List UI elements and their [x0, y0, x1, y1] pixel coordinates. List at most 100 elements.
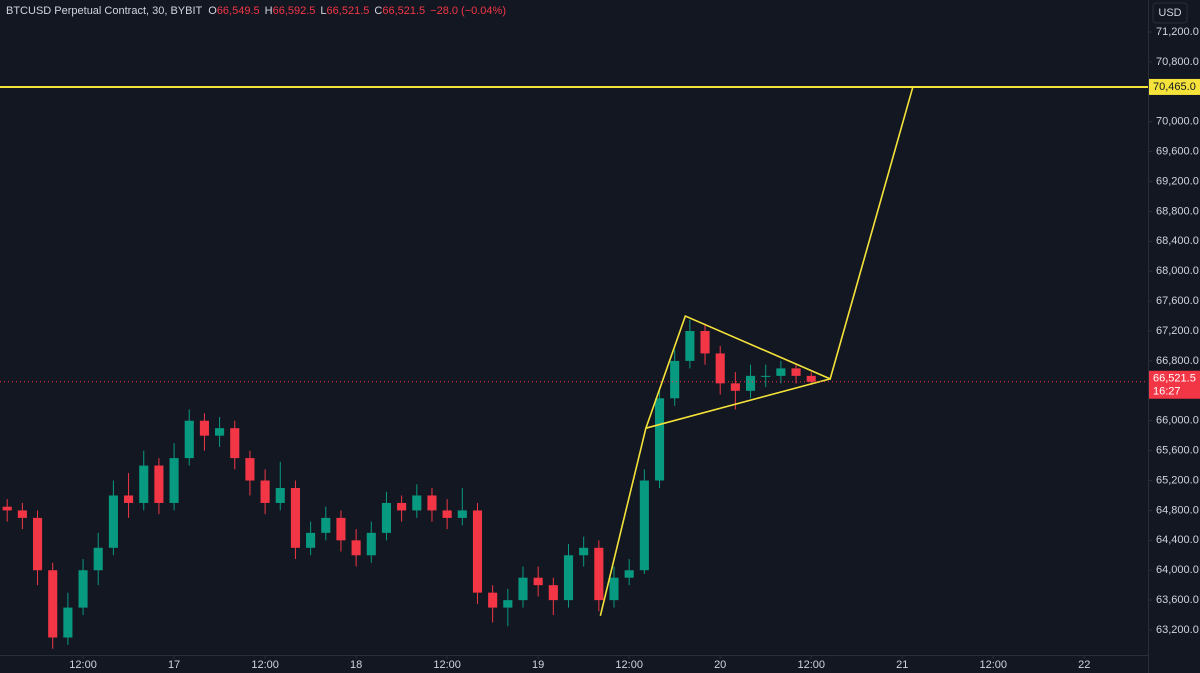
- x-tick-label: 21: [896, 659, 908, 671]
- ohlc-value: 66,521.5: [327, 5, 370, 17]
- y-tick-label: 65,600.0: [1156, 445, 1199, 457]
- change: −28.0 (−0.04%): [430, 5, 506, 17]
- candle-body: [17, 510, 27, 518]
- candle-body: [154, 465, 164, 503]
- candle-body: [275, 487, 285, 503]
- header: BTCUSD Perpetual Contract, 30, BYBIT O 66…: [6, 5, 506, 17]
- y-tick-label: 63,200.0: [1156, 624, 1199, 636]
- candle-body: [169, 458, 179, 503]
- ohlc-value: 66,549.5: [217, 5, 260, 17]
- x-tick-label: 18: [350, 659, 362, 671]
- candle-body: [245, 458, 255, 481]
- level-label-box: [1149, 78, 1200, 95]
- currency-label[interactable]: USD: [1158, 7, 1181, 19]
- candle-body: [685, 331, 695, 361]
- last-price-box: [1149, 370, 1200, 399]
- candle-body: [351, 540, 361, 556]
- x-tick-label: 12:00: [615, 659, 643, 671]
- candle-body: [381, 502, 392, 533]
- candle-body: [670, 360, 680, 399]
- y-tick-label: 64,800.0: [1156, 504, 1199, 516]
- axes: 71,200.0 70,800.0 70,000.0 69,600.0 69,200.0…: [69, 26, 1200, 671]
- candle-body: [336, 517, 346, 541]
- candle-body: [488, 592, 498, 608]
- candle-body: [563, 555, 574, 601]
- y-tick-label: 66,800.0: [1156, 355, 1199, 367]
- candle-body: [548, 585, 558, 601]
- chart-title: BTCUSD Perpetual Contract, 30, BYBIT: [6, 5, 203, 17]
- candle-body: [260, 480, 270, 503]
- y-tick-label: 68,400.0: [1156, 235, 1199, 247]
- candle-body: [412, 495, 422, 511]
- x-tick-label: 20: [714, 659, 726, 671]
- x-tick-label: 12:00: [433, 659, 461, 671]
- y-tick-label: 65,200.0: [1156, 474, 1199, 486]
- candle-body: [48, 570, 58, 638]
- candle-body: [715, 353, 725, 384]
- candle-body: [654, 398, 665, 481]
- currency-button[interactable]: [1152, 2, 1188, 24]
- y-tick-label: 63,600.0: [1156, 594, 1199, 606]
- candle-body: [503, 600, 513, 608]
- trend-drawing: [599, 86, 914, 617]
- y-tick-label: 68,000.0: [1156, 265, 1199, 277]
- candle-body: [108, 495, 118, 548]
- countdown: 16:27: [1153, 386, 1181, 398]
- y-tick-label: 71,200.0: [1156, 26, 1199, 38]
- y-tick-label: 64,400.0: [1156, 534, 1199, 546]
- candle-body: [761, 375, 771, 377]
- candle-body: [745, 375, 756, 391]
- candle-body: [290, 487, 300, 548]
- y-tick-label: 64,000.0: [1156, 564, 1199, 576]
- x-tick-label: 12:00: [797, 659, 825, 671]
- plot: [0, 85, 1148, 649]
- candle-body: [518, 577, 528, 601]
- candle-body: [579, 547, 589, 556]
- candle-body: [442, 510, 452, 518]
- y-tick-label: 69,600.0: [1156, 146, 1199, 158]
- y-tick-label: 70,800.0: [1156, 56, 1199, 68]
- y-tick-label: 70,000.0: [1156, 116, 1199, 128]
- ohlc-key: C: [374, 5, 382, 17]
- candle-body: [32, 517, 43, 571]
- candle-body: [397, 502, 407, 511]
- candle-body: [639, 480, 649, 571]
- y-tick-label: 67,600.0: [1156, 295, 1199, 307]
- candle-body: [700, 331, 710, 354]
- candle-body: [124, 495, 134, 503]
- candle-body: [366, 532, 376, 556]
- candle-body: [139, 465, 149, 503]
- candle-body: [457, 510, 467, 518]
- candle-body: [2, 506, 12, 511]
- y-tick-label: 67,200.0: [1156, 325, 1199, 337]
- candle-body: [321, 517, 331, 533]
- candle-body: [472, 510, 483, 593]
- candle-body: [624, 570, 634, 578]
- candle-body: [63, 607, 73, 638]
- x-tick-label: 17: [168, 659, 180, 671]
- candle-body: [791, 368, 801, 376]
- candle-body: [533, 577, 543, 586]
- candle-body: [594, 547, 604, 601]
- candle-body: [806, 375, 816, 382]
- candle-body: [184, 420, 194, 459]
- x-tick-label: 19: [532, 659, 544, 671]
- ohlc-key: L: [320, 5, 326, 17]
- ohlc-key: H: [265, 5, 273, 17]
- candle-body: [93, 547, 103, 571]
- x-tick-label: 12:00: [251, 659, 279, 671]
- candle-body: [199, 420, 209, 436]
- x-tick-label: 12:00: [69, 659, 97, 671]
- ohlc-value: 66,521.5: [382, 5, 425, 17]
- ohlc-key: O: [208, 5, 217, 17]
- candle-body: [215, 428, 225, 436]
- candle-body: [230, 428, 240, 459]
- x-tick-label: 12:00: [979, 659, 1007, 671]
- candle-body: [776, 368, 786, 376]
- candle-body: [730, 383, 740, 391]
- trend-drawing: [645, 378, 831, 429]
- candle-body: [427, 495, 437, 511]
- candle-body: [609, 577, 619, 601]
